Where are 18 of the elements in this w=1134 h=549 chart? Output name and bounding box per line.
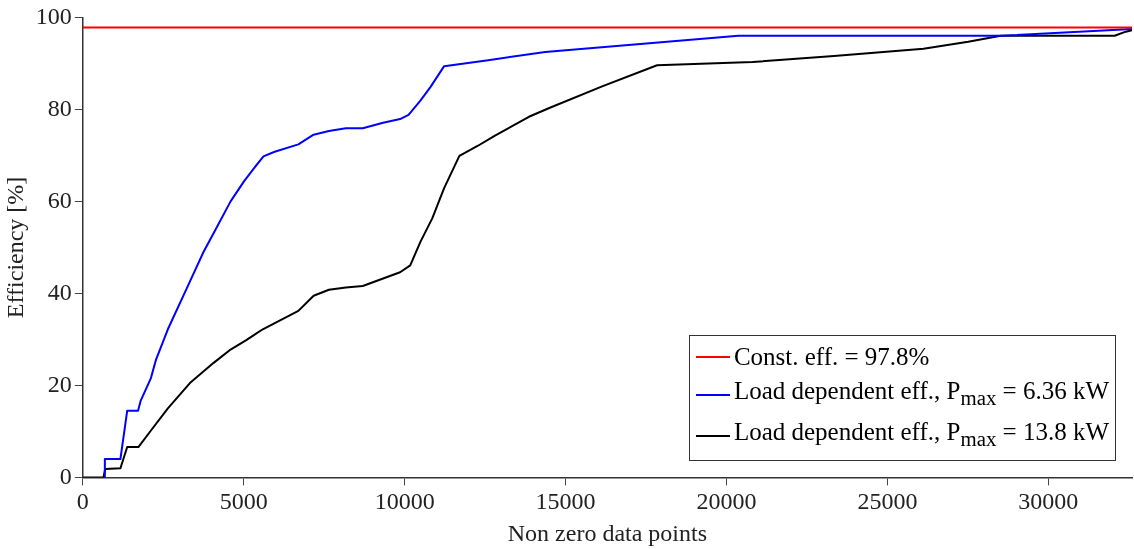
legend-label: Load dependent eff., P$_{max}$ = 6.36 kW	[733, 376, 1109, 413]
x-tick-label: 25000	[857, 488, 918, 515]
x-axis-title: Non zero data points	[507, 519, 708, 546]
y-axis-title: Efficiency [%]	[1, 176, 28, 319]
y-tick-label: 40	[47, 278, 72, 305]
x-tick-label: 10000	[374, 488, 435, 515]
legend-label: Const. eff. = 97.8%	[733, 342, 930, 373]
x-tick-label: 15000	[535, 488, 596, 515]
legend-label: Load dependent eff., P$_{max}$ = 13.8 kW	[733, 417, 1109, 454]
x-tick-label: 5000	[219, 488, 268, 515]
x-tick-label: 30000	[1018, 488, 1079, 515]
x-tick-label: 0	[76, 488, 89, 515]
y-tick-label: 80	[47, 94, 72, 121]
y-tick-label: 100	[35, 2, 72, 29]
x-tick-label: 20000	[696, 488, 757, 515]
y-tick-label: 20	[47, 370, 72, 397]
y-tick-label: 60	[47, 186, 72, 213]
y-tick-label: 0	[59, 462, 72, 489]
